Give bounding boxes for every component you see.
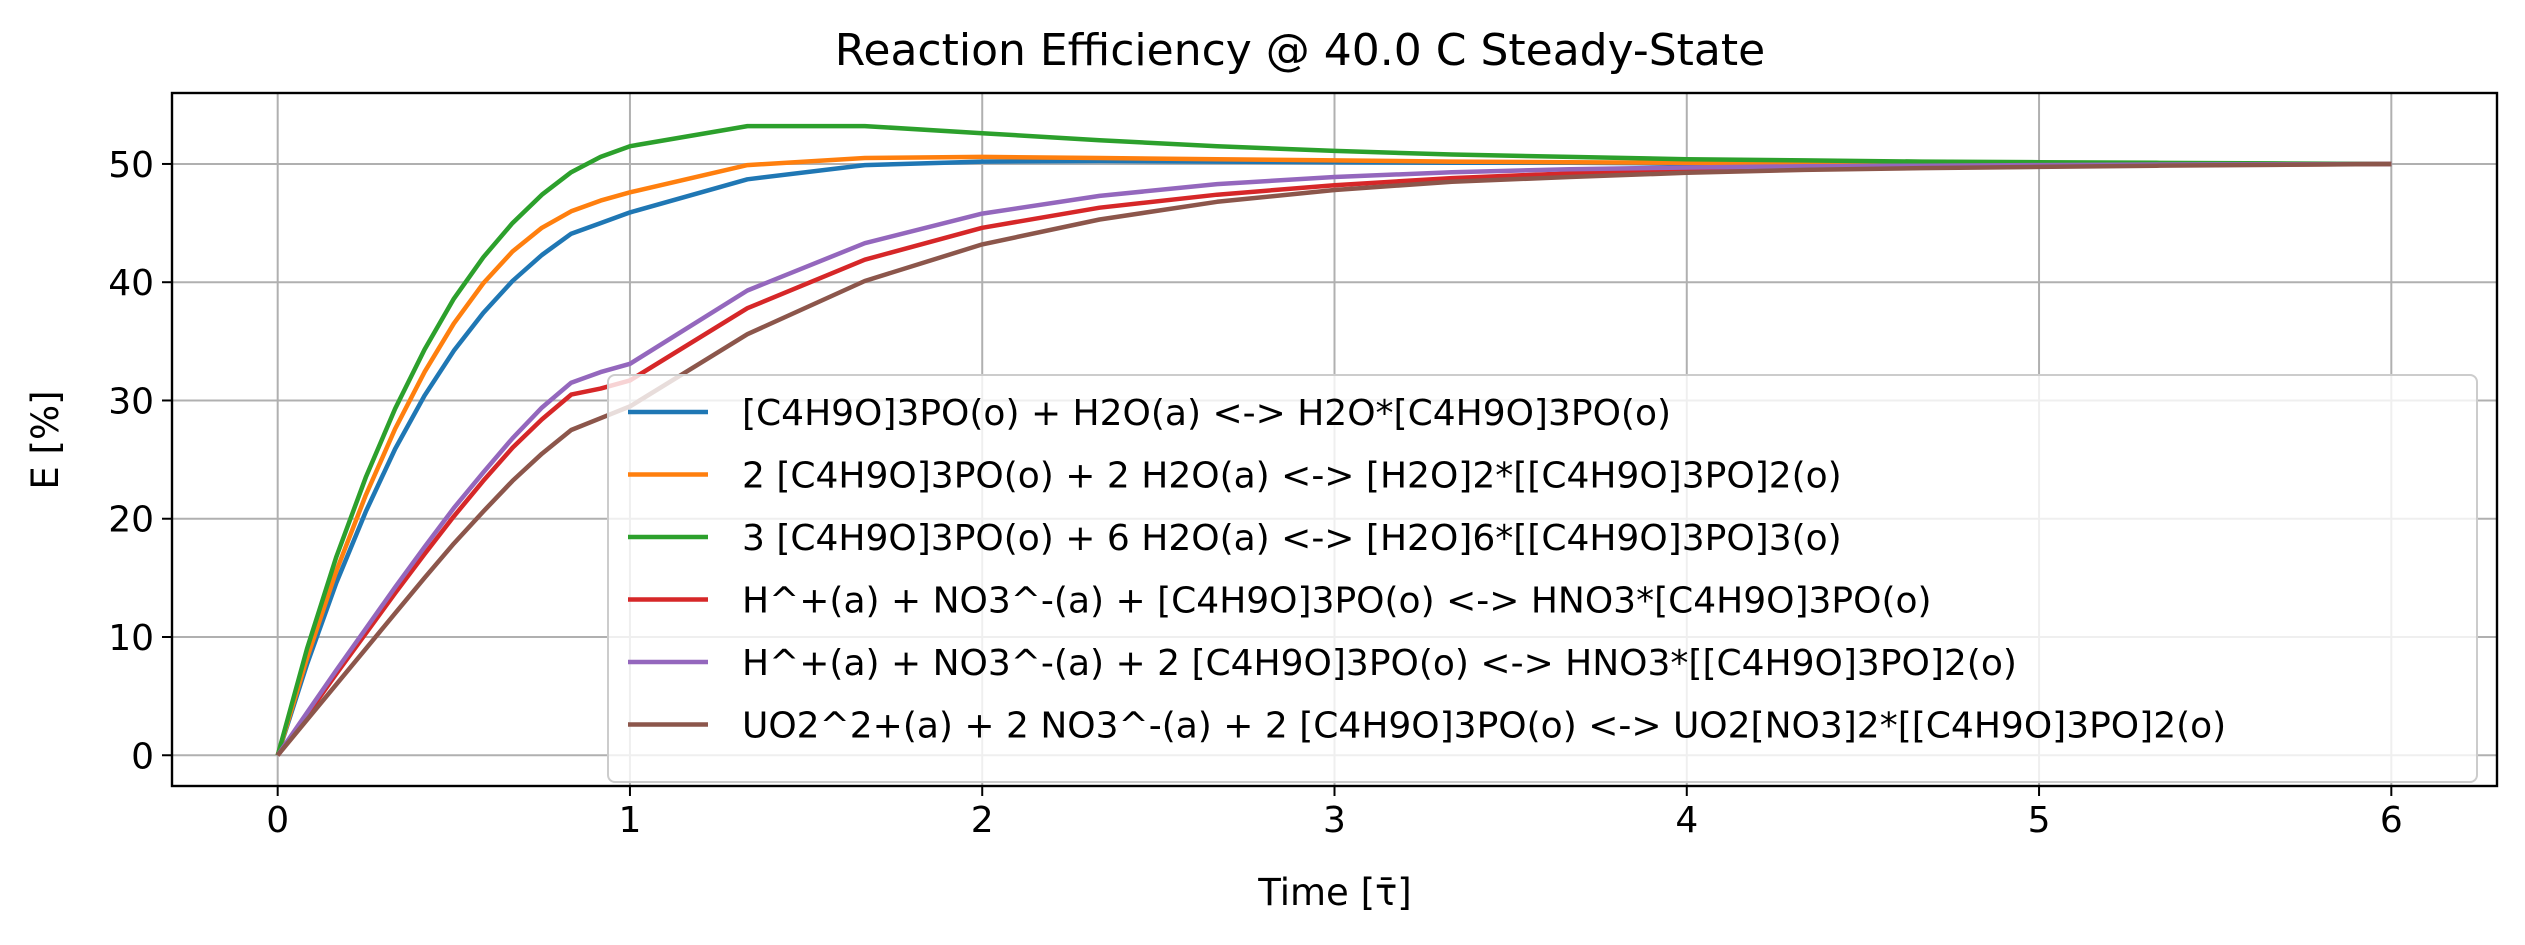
x-tick-label: 2 [971, 800, 994, 841]
y-tick-label: 20 [108, 500, 154, 541]
x-tick-label: 6 [2380, 800, 2403, 841]
y-tick-label: 30 [108, 381, 154, 422]
x-tick-label: 3 [1323, 800, 1346, 841]
series-line-3 [275, 123, 2392, 756]
x-tick-label: 1 [619, 800, 642, 841]
legend-label: H^+(a) + NO3^-(a) + [C4H9O]3PO(o) <-> HN… [742, 581, 1932, 622]
ticks: 0 1 2 3 4 5 6 0 10 20 30 40 50 [108, 145, 2403, 841]
series-layer [275, 123, 2392, 757]
legend-box [607, 374, 2478, 783]
x-tick-label: 0 [266, 800, 289, 841]
y-tick-label: 10 [108, 618, 154, 659]
legend-label: 3 [C4H9O]3PO(o) + 6 H2O(a) <-> [H2O]6*[[… [742, 518, 1842, 559]
legend: [C4H9O]3PO(o) + H2O(a) <-> H2O*[C4H9O]3P… [607, 374, 2478, 783]
y-tick-label: 50 [108, 145, 154, 186]
y-tick-label: 0 [131, 736, 154, 777]
series-line-6 [275, 161, 2392, 757]
x-axis-label: Time [τ̄] [1257, 871, 1411, 914]
y-tick-label: 40 [108, 263, 154, 304]
legend-label: H^+(a) + NO3^-(a) + 2 [C4H9O]3PO(o) <-> … [742, 643, 2017, 684]
x-tick-label: 5 [2028, 800, 2051, 841]
x-tick-label: 4 [1675, 800, 1698, 841]
y-axis-label: E [%] [24, 390, 67, 489]
chart-title: Reaction Efficiency @ 40.0 C Steady-Stat… [835, 25, 1765, 76]
series-line-2 [275, 154, 2392, 756]
legend-label: UO2^2+(a) + 2 NO3^-(a) + 2 [C4H9O]3PO(o)… [742, 706, 2226, 747]
legend-label: 2 [C4H9O]3PO(o) + 2 H2O(a) <-> [H2O]2*[[… [742, 456, 1842, 497]
series-line-5 [275, 161, 2392, 757]
legend-label: [C4H9O]3PO(o) + H2O(a) <-> H2O*[C4H9O]3P… [742, 393, 1671, 434]
